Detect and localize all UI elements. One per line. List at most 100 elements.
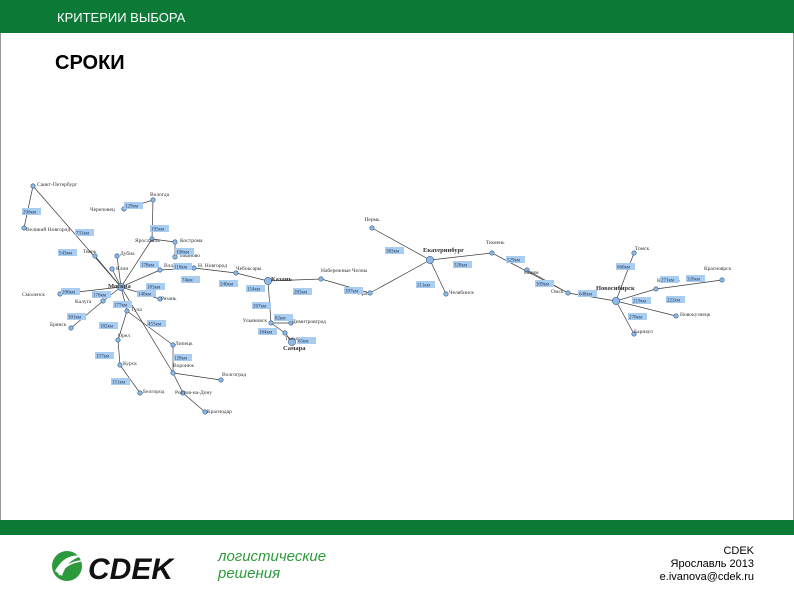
distance-label-d33: 455км [148, 323, 162, 328]
distance-badge-bg [293, 288, 312, 295]
distance-badge-bg [175, 248, 194, 255]
city-node-omsk [565, 290, 571, 296]
distance-badge-bg [632, 297, 651, 304]
city-node-barnaul [631, 331, 637, 337]
distance-label-d27: 200км [62, 291, 76, 296]
distance-label-d38: 82км [275, 317, 286, 322]
distance-badge-bg [616, 263, 635, 270]
distance-badge-bg [95, 352, 114, 359]
route-edge-nsk-barnaul [615, 300, 635, 335]
city-node-ufa [367, 290, 373, 296]
distance-label-d30: 177км [114, 304, 128, 309]
city-label-togliatti: Тольятти [285, 336, 306, 342]
distance-badge-bg [147, 320, 166, 327]
distance-label-d21: 660км [617, 266, 631, 271]
city-label-dimitrovgrad: Димитровград [292, 319, 326, 325]
footer-email[interactable]: e.ivanova@cdek.ru [659, 571, 754, 583]
city-node-tomsk [631, 250, 637, 256]
distance-label-d16: 328км [454, 264, 468, 269]
route-edge-nsk-tomsk [615, 252, 635, 302]
distance-badge-d5: 193км [150, 225, 169, 233]
distance-badge-bg [75, 229, 94, 236]
distance-badge-d4: 129км [124, 202, 143, 210]
distance-badge-d17: 529км [506, 256, 525, 264]
distance-badge-d14: 397км [344, 287, 363, 295]
logo-tagline-1: логистические [217, 548, 326, 565]
route-edge-perm-ekb [371, 227, 431, 261]
distance-label-d1: 206км [23, 211, 37, 216]
distance-label-d19: 309км [536, 283, 550, 288]
footer-city-year: Ярославль 2013 [670, 558, 754, 570]
distance-badge-bg [344, 287, 363, 294]
city-label-volgograd: Волгоград [222, 372, 246, 378]
city-label-tula: Тула [131, 307, 142, 313]
city-label-ryazan: Рязань [161, 296, 177, 302]
city-label-omsk: Омск [551, 289, 564, 295]
city-label-nsk: Новосибирск [596, 285, 635, 292]
distance-badge-bg [258, 328, 277, 335]
distance-label-d20: 648км [579, 293, 593, 298]
city-node-vnovgorod [21, 225, 27, 231]
distance-badge-bg [297, 337, 316, 344]
distance-badge-d38: 82км [274, 314, 293, 322]
city-label-tyumen: Тюмень [486, 240, 505, 246]
city-node-dubna [114, 253, 120, 259]
distance-badge-d33: 455км [147, 320, 166, 328]
distance-badge-bg [61, 288, 80, 295]
footer-company: CDEK [723, 545, 754, 557]
city-node-klin [109, 266, 115, 272]
city-node-vologda [150, 197, 156, 203]
city-node-ekb [426, 256, 434, 264]
route-edge-kemerovo-krasnoyarsk [655, 279, 723, 290]
city-node-chelny [318, 276, 324, 282]
city-label-perm: Пермь [364, 217, 380, 223]
distance-label-d36: 128км [174, 357, 188, 362]
distance-label-d40: 65км [298, 340, 309, 345]
distance-badge-d12: 154км [246, 285, 265, 293]
distance-label-d11: 240км [220, 283, 234, 288]
distance-badge-bg [111, 378, 130, 385]
route-edge-kazan-chelny [267, 278, 322, 282]
distance-label-d18: 211км [417, 284, 431, 289]
route-edge-spb-moscow [32, 185, 122, 288]
city-node-kemerovo [653, 286, 659, 292]
footer-bar [0, 520, 794, 535]
city-node-volgograd [218, 377, 224, 383]
city-label-nnovgorod: Н. Новгород [198, 263, 227, 269]
city-label-chelny: Набережные Челны [321, 267, 368, 274]
frame-border-left [0, 33, 1, 520]
distance-label-d10: 74км [182, 279, 193, 284]
distance-badge-d36: 128км [173, 354, 192, 362]
distance-badge-bg [686, 275, 705, 282]
route-edge-kostroma-yaroslavl [151, 238, 176, 243]
distance-badge-d3: 543км [58, 249, 77, 257]
route-edge-voronezh-rostov [172, 372, 184, 394]
city-label-kostroma: Кострома [180, 238, 203, 244]
route-edge-yaroslavl-moscow [120, 238, 153, 288]
cdek-logo-emblem [52, 551, 82, 581]
cdek-logo: CDEK логистические решения [52, 548, 326, 586]
city-label-smolensk: Смоленск [22, 292, 45, 298]
distance-label-d28: 176км [93, 294, 107, 299]
distance-badge-d24: 219км [632, 297, 651, 305]
city-label-ishim: Ишим [524, 270, 539, 276]
city-node-ulyanovsk [268, 320, 274, 326]
header-bar: КРИТЕРИИ ВЫБОРА [0, 0, 794, 33]
city-label-voronezh: Воронеж [173, 363, 194, 369]
distance-badge-bg [660, 276, 679, 283]
city-label-klin: Клин [116, 266, 128, 272]
route-edge-spb-vnovgorod [23, 185, 34, 229]
city-label-vologda: Вологда [150, 192, 170, 198]
city-node-kazan [264, 277, 272, 285]
city-label-krasnoyarsk: Красноярск [704, 266, 732, 272]
distance-label-d9: 183км [147, 286, 161, 291]
distance-badge-d9: 183км [146, 283, 165, 291]
city-node-vladimir [157, 267, 163, 273]
distance-label-d26: 270км [629, 316, 643, 321]
distance-badge-d39: 164км [258, 328, 277, 336]
city-node-nnovgorod [191, 265, 197, 271]
distance-label-d2: 731км [76, 232, 90, 237]
distance-label-d5: 193км [151, 228, 165, 233]
distance-label-d8: 178км [141, 264, 155, 269]
